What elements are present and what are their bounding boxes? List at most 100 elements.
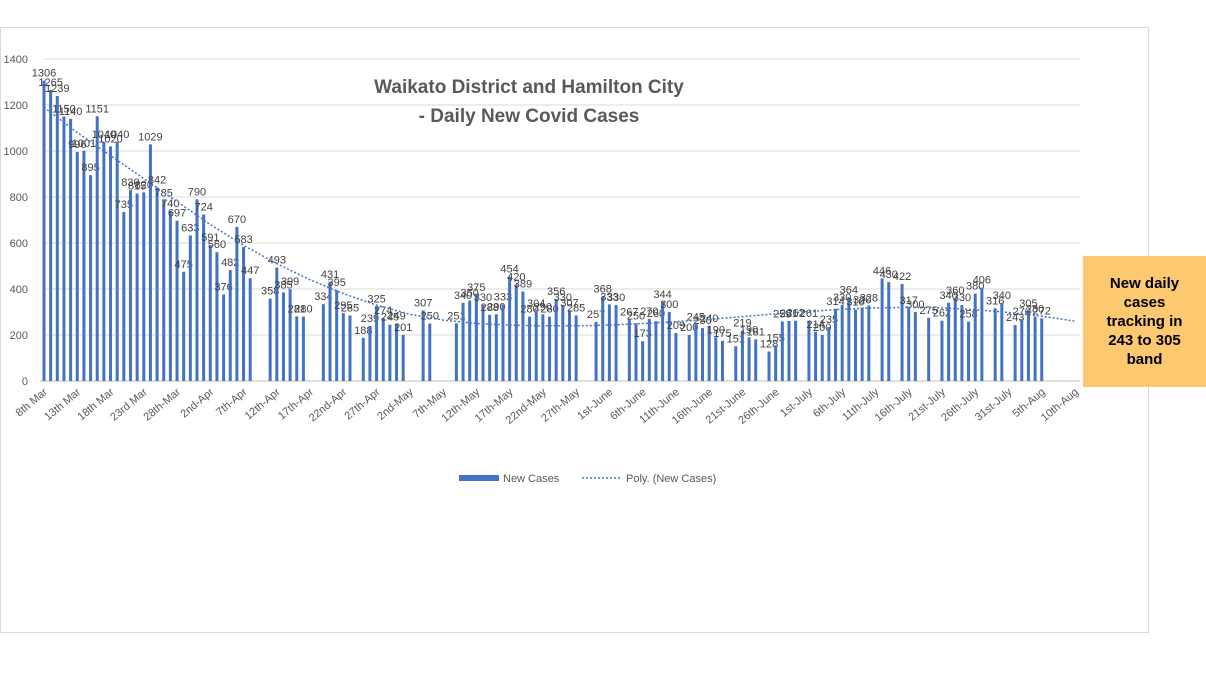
bar: [767, 351, 771, 381]
data-label: 330: [607, 292, 625, 304]
bar: [827, 326, 831, 381]
bar: [674, 332, 678, 381]
y-tick-label: 0: [22, 376, 28, 388]
data-label: 190: [740, 324, 758, 336]
bar: [913, 312, 917, 381]
bar: [907, 308, 911, 381]
data-label: 280: [520, 304, 538, 316]
bar: [235, 226, 239, 381]
annotation-line: band: [1126, 351, 1163, 368]
data-label: 239: [361, 313, 379, 325]
bar: [115, 141, 119, 381]
bar: [481, 305, 485, 381]
bar: [1020, 318, 1024, 381]
bar: [647, 318, 651, 381]
data-label: 1265: [38, 77, 62, 89]
bar: [887, 282, 891, 381]
data-label: 1040: [92, 129, 116, 141]
bar: [607, 304, 611, 381]
bar: [301, 316, 305, 381]
bar: [195, 199, 199, 381]
data-label: 173: [633, 328, 651, 340]
y-tick-label: 1000: [4, 146, 28, 158]
data-label: 368: [594, 283, 612, 295]
data-label: 304: [527, 298, 545, 310]
bar: [89, 175, 93, 381]
data-label: 175: [713, 328, 731, 340]
bar: [847, 297, 851, 381]
data-label: 262: [933, 308, 951, 320]
data-label: 219: [733, 318, 751, 330]
data-label: 560: [208, 239, 226, 251]
legend-label: Poly. (New Cases): [626, 473, 716, 485]
bar: [361, 337, 365, 381]
data-label: 446: [873, 265, 891, 277]
data-label: 842: [148, 174, 166, 186]
data-label: 257: [587, 309, 605, 321]
y-tick-label: 1400: [4, 54, 28, 66]
data-label: 670: [228, 214, 246, 226]
bar: [395, 323, 399, 381]
bar: [734, 346, 738, 381]
bar: [208, 245, 212, 381]
bar: [142, 192, 146, 381]
bar: [295, 316, 299, 381]
data-label: 340: [454, 290, 472, 302]
data-label: 328: [860, 293, 878, 305]
data-label: 385: [274, 279, 292, 291]
data-label: 360: [946, 285, 964, 297]
data-label: 128: [760, 339, 778, 351]
bar: [188, 235, 192, 381]
data-label: 735: [115, 199, 133, 211]
bar: [980, 287, 984, 381]
bar: [701, 328, 705, 381]
bar: [49, 90, 53, 382]
data-label: 633: [181, 222, 199, 234]
annotation-box: New daily cases tracking in 243 to 305 band: [1083, 256, 1206, 387]
data-label: 364: [840, 284, 858, 296]
data-label: 251: [447, 310, 465, 322]
data-label: 333: [494, 291, 512, 303]
bar: [820, 335, 824, 381]
data-label: 267: [620, 307, 638, 319]
bar: [222, 294, 226, 381]
bar: [627, 319, 631, 381]
data-label: 209: [667, 320, 685, 332]
bar: [341, 313, 345, 381]
bar: [461, 302, 465, 381]
data-label: 288: [480, 302, 498, 314]
data-label: 493: [268, 255, 286, 267]
bar: [454, 323, 458, 381]
data-label: 280: [294, 304, 312, 316]
bar: [242, 246, 246, 381]
data-label: 285: [341, 302, 359, 314]
data-label: 260: [647, 308, 665, 320]
data-label: 270: [640, 306, 658, 318]
data-label: 399: [281, 276, 299, 288]
bar: [281, 292, 285, 381]
data-label: 261: [780, 308, 798, 320]
bar: [967, 321, 971, 381]
bar: [1040, 318, 1044, 381]
bar: [687, 335, 691, 381]
data-label: 996: [68, 139, 86, 151]
bar: [561, 305, 565, 381]
bar: [122, 211, 126, 381]
bar: [82, 150, 86, 381]
bar: [814, 331, 818, 381]
bar: [182, 271, 186, 381]
bar: [993, 308, 997, 381]
bar: [747, 337, 751, 381]
data-label: 316: [986, 295, 1004, 307]
chart-title: Waikato District and Hamilton City: [374, 77, 684, 98]
bar: [860, 307, 864, 381]
bar: [328, 281, 332, 381]
bar: [1000, 302, 1004, 381]
bar: [175, 220, 179, 381]
bar: [102, 141, 106, 381]
bar: [834, 308, 838, 381]
data-label: 389: [514, 279, 532, 291]
bar: [614, 305, 618, 381]
bar: [780, 321, 784, 381]
